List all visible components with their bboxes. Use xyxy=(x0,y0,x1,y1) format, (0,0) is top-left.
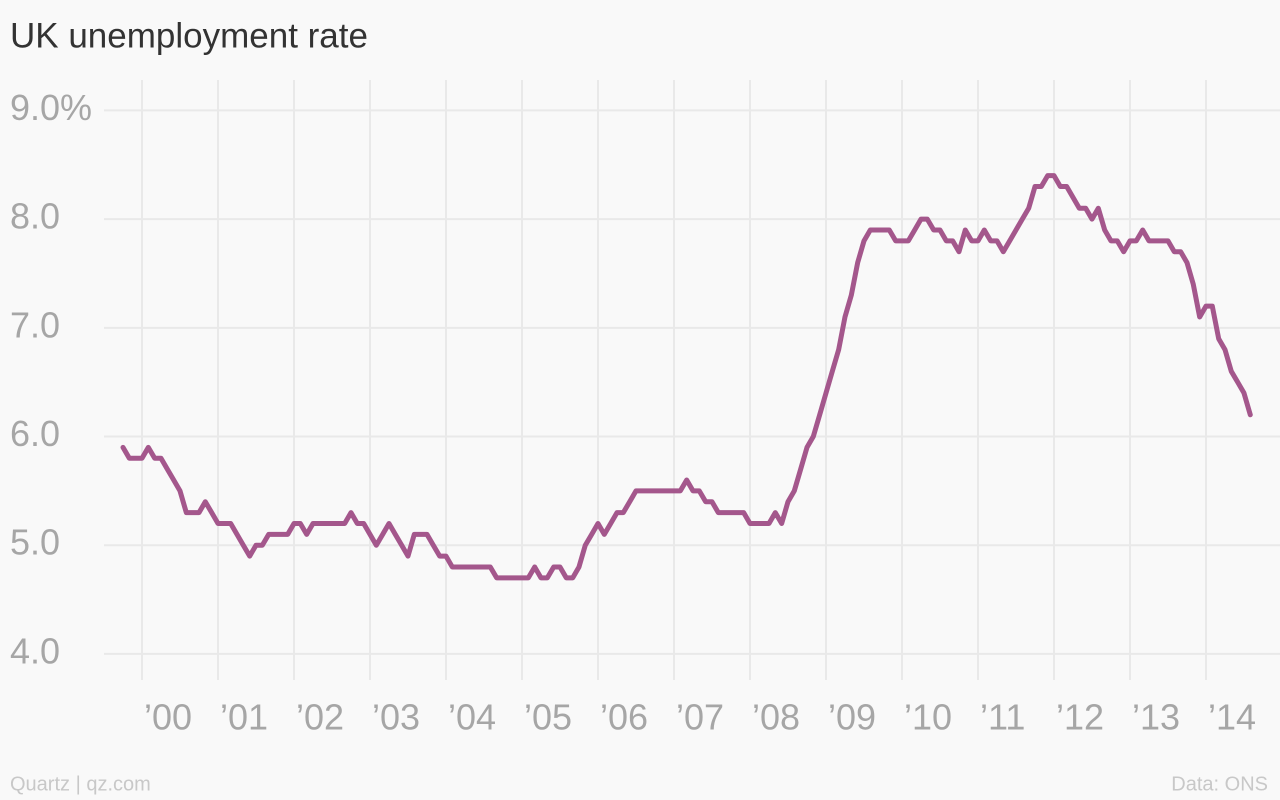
x-tick-label: ’05 xyxy=(524,697,572,738)
x-tick-label: ’09 xyxy=(828,697,876,738)
y-tick-label: 8.0 xyxy=(10,196,60,237)
tick-labels: 4.0 5.0 6.0 7.0 8.0 9.0% ’00 ’01 ’02 ’03 ’04 ’05 ’06… xyxy=(10,87,1256,738)
x-tick-label: ’10 xyxy=(904,697,952,738)
y-tick-label: 9.0% xyxy=(10,87,92,128)
source-left: Quartz | qz.com xyxy=(10,773,151,795)
data-line xyxy=(120,173,1253,581)
marks xyxy=(120,173,1253,581)
x-tick-label: ’08 xyxy=(752,697,800,738)
x-tick-label: ’07 xyxy=(676,697,724,738)
grid xyxy=(104,80,1280,680)
x-tick-label: ’13 xyxy=(1132,697,1180,738)
x-tick-label: ’01 xyxy=(220,697,268,738)
y-tick-label: 7.0 xyxy=(10,304,60,345)
y-tick-label: 5.0 xyxy=(10,522,60,563)
x-tick-label: ’00 xyxy=(144,697,192,738)
y-tick-label: 4.0 xyxy=(10,630,60,671)
x-tick-label: ’02 xyxy=(296,697,344,738)
y-tick-label: 6.0 xyxy=(10,413,60,454)
x-tick-label: ’06 xyxy=(600,697,648,738)
source-right: Data: ONS xyxy=(1171,773,1268,795)
x-tick-label: ’03 xyxy=(372,697,420,738)
x-tick-label: ’12 xyxy=(1056,697,1104,738)
x-tick-label: ’11 xyxy=(980,697,1025,738)
x-tick-label: ’04 xyxy=(448,697,496,738)
chart-title: UK unemployment rate xyxy=(10,16,368,55)
x-tick-label: ’14 xyxy=(1208,697,1256,738)
